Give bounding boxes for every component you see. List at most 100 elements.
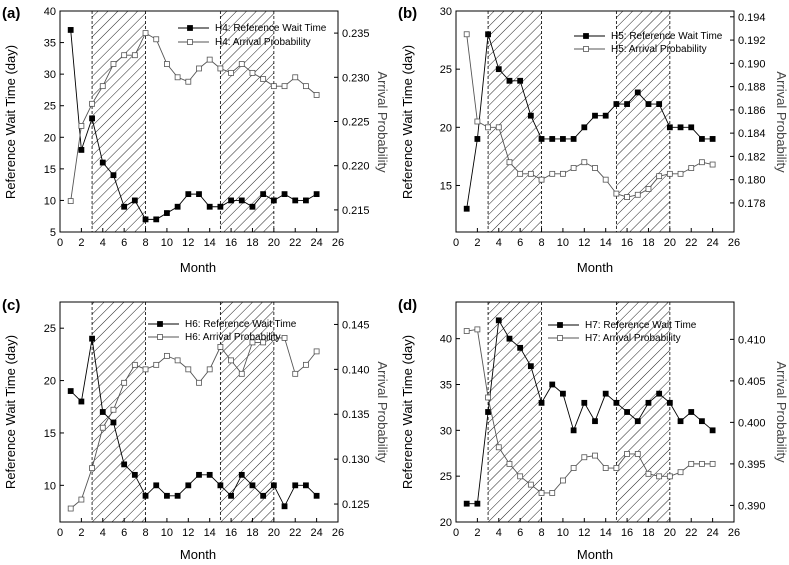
shaded-region-b-0 xyxy=(488,11,542,232)
point-d-0-13 xyxy=(602,390,609,397)
point-c-0-16 xyxy=(238,471,245,478)
point-a-0-11 xyxy=(185,191,192,198)
y2-tick-label-b-1: 0.180 xyxy=(738,175,766,187)
point-c-0-14 xyxy=(217,482,224,489)
x-tick-label-a-10: 20 xyxy=(268,237,280,249)
point-b-1-16 xyxy=(634,191,641,198)
point-a-1-22 xyxy=(303,83,309,90)
legend-label-a-0: H4: Reference Wait Time xyxy=(215,23,327,34)
point-a-1-1 xyxy=(78,123,85,129)
point-d-1-18 xyxy=(656,473,663,480)
point-a-1-21 xyxy=(292,74,299,81)
point-c-1-15 xyxy=(228,357,234,364)
y2-tick-label-a-2: 0.225 xyxy=(342,117,370,129)
point-c-0-11 xyxy=(185,482,192,489)
point-b-1-17 xyxy=(645,186,652,192)
y2-tick-label-c-2: 0.135 xyxy=(342,409,370,421)
panel-d: (d) 0 2 4 6 8 10 12 14 16 18 20 22 24 2620253035400.3… xyxy=(398,297,789,562)
point-a-1-18 xyxy=(260,76,267,82)
point-c-1-23 xyxy=(313,348,320,355)
point-c-0-0 xyxy=(67,388,74,394)
point-d-1-7 xyxy=(538,490,545,496)
point-c-1-1 xyxy=(78,496,85,503)
point-c-1-6 xyxy=(131,361,138,368)
x-tick-label-b-3: 6 xyxy=(517,237,523,249)
point-c-1-10 xyxy=(174,357,181,364)
point-d-1-15 xyxy=(624,451,630,457)
y2-tick-label-d-4: 0.410 xyxy=(738,334,766,346)
y2-tick-label-c-1: 0.130 xyxy=(342,454,370,466)
point-d-0-18 xyxy=(656,390,663,397)
point-a-1-10 xyxy=(174,74,181,81)
y2-axis-title-b: Arrival Probability xyxy=(774,71,789,173)
x-tick-label-a-9: 18 xyxy=(246,237,258,249)
point-a-1-23 xyxy=(313,92,320,98)
x-tick-label-c-10: 20 xyxy=(268,527,280,539)
y-tick-label-d-2: 30 xyxy=(440,425,452,437)
x-tick-label-b-9: 18 xyxy=(642,237,654,249)
y-axis-title-b: Reference Wait Time (day) xyxy=(400,45,415,199)
y-tick-label-d-4: 40 xyxy=(440,334,452,346)
x-tick-label-b-13: 26 xyxy=(728,237,740,249)
point-c-0-12 xyxy=(196,471,202,478)
x-tick-label-c-4: 8 xyxy=(142,527,148,539)
point-b-1-9 xyxy=(560,170,566,177)
y-tick-label-a-5: 30 xyxy=(44,69,56,81)
point-b-1-5 xyxy=(517,170,524,177)
chart-d-layer: 0 2 4 6 8 10 12 14 16 18 20 22 24 2620253035400.3900.… xyxy=(440,301,766,539)
point-c-0-7 xyxy=(142,492,149,499)
point-a-0-1 xyxy=(78,147,85,153)
x-tick-label-a-1: 2 xyxy=(78,237,84,249)
point-c-0-2 xyxy=(89,335,95,342)
y-tick-label-a-7: 40 xyxy=(44,6,56,18)
point-a-1-19 xyxy=(270,83,277,90)
point-b-1-23 xyxy=(709,161,716,168)
y-tick-label-b-0: 15 xyxy=(440,180,452,192)
panel-b: (b) 0 2 4 6 8 10 12 14 16 18 20 22 24 26152025300.178… xyxy=(398,5,789,275)
point-a-0-14 xyxy=(217,203,224,210)
point-a-1-12 xyxy=(196,65,202,72)
x-tick-label-d-12: 24 xyxy=(706,527,718,539)
x-tick-label-c-9: 18 xyxy=(246,527,258,539)
point-c-1-7 xyxy=(142,366,149,373)
panel-label-b: (b) xyxy=(398,5,417,22)
point-b-0-14 xyxy=(613,101,620,107)
point-a-0-10 xyxy=(174,203,181,210)
point-d-0-3 xyxy=(495,317,502,324)
point-b-0-17 xyxy=(645,101,652,107)
chart-b-layer: 0 2 4 6 8 10 12 14 16 18 20 22 24 26152025300.1780.18… xyxy=(440,6,766,249)
point-a-1-8 xyxy=(153,36,160,43)
point-c-1-12 xyxy=(196,379,202,386)
point-d-0-1 xyxy=(474,500,481,507)
point-d-1-22 xyxy=(699,460,705,467)
point-d-0-22 xyxy=(699,418,705,425)
x-axis-title-d: Month xyxy=(577,547,613,562)
point-d-0-0 xyxy=(463,500,470,507)
y2-tick-label-c-4: 0.145 xyxy=(342,319,370,331)
point-d-0-9 xyxy=(560,390,566,397)
point-a-0-4 xyxy=(110,172,117,179)
point-b-1-15 xyxy=(624,194,630,201)
point-d-1-16 xyxy=(634,451,641,457)
x-tick-label-a-13: 26 xyxy=(332,237,344,249)
point-b-1-0 xyxy=(463,31,470,38)
y-tick-label-a-0: 5 xyxy=(50,227,56,239)
legend-marker-c-0 xyxy=(157,321,163,327)
point-c-1-0 xyxy=(67,505,74,512)
point-a-0-8 xyxy=(153,216,160,223)
point-d-1-6 xyxy=(527,481,534,488)
y-tick-label-b-1: 20 xyxy=(440,122,452,134)
point-d-1-19 xyxy=(666,473,673,480)
legend-label-d-1: H7: Arrival Probability xyxy=(585,333,681,344)
x-tick-label-b-10: 20 xyxy=(664,237,676,249)
x-tick-label-c-1: 2 xyxy=(78,527,84,539)
point-d-0-7 xyxy=(538,399,545,406)
x-tick-label-b-2: 4 xyxy=(496,237,502,249)
point-a-0-5 xyxy=(121,203,128,210)
legend-marker-b-0 xyxy=(583,33,589,39)
legend-label-b-1: H5: Arrival Probability xyxy=(611,44,707,55)
point-a-0-2 xyxy=(89,115,95,122)
y2-tick-label-d-0: 0.390 xyxy=(738,500,766,512)
shaded-region-c-1 xyxy=(220,302,274,522)
point-b-1-4 xyxy=(506,159,513,166)
